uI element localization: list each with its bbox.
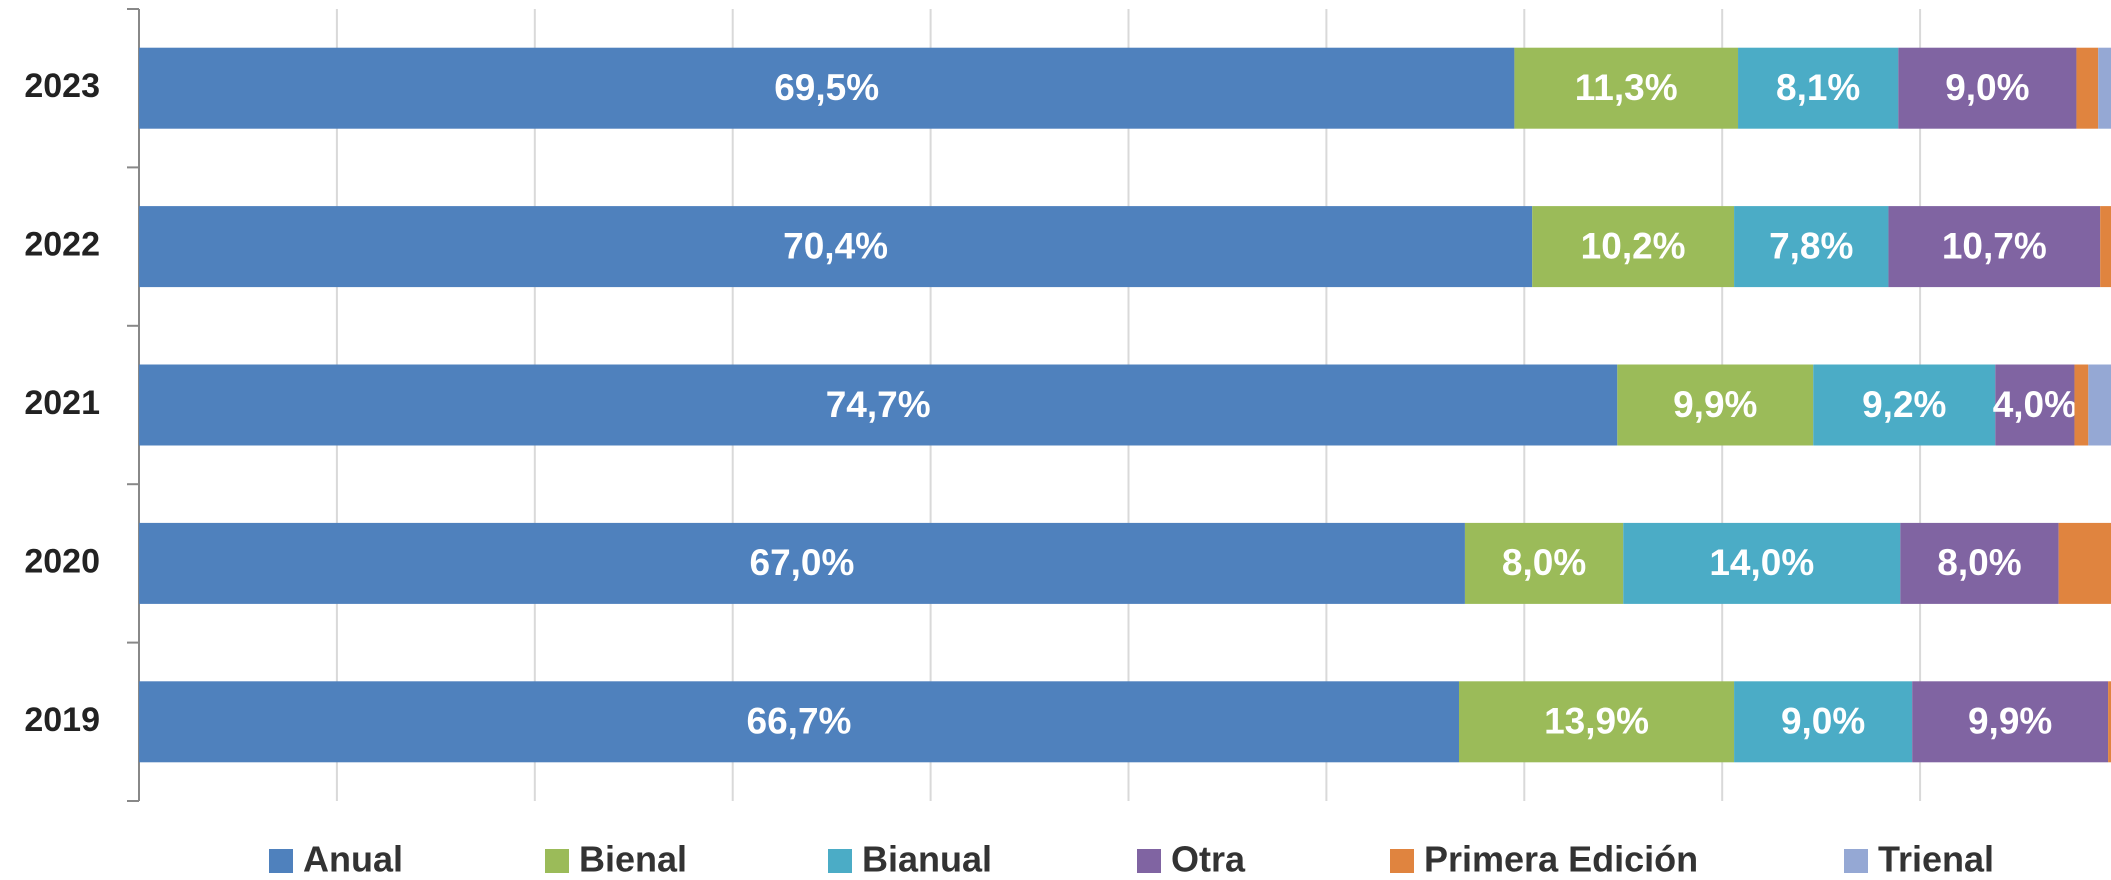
bar-segment [139, 206, 1533, 288]
y-tick-label: 2020 [24, 542, 100, 580]
data-label: 69,5% [774, 67, 879, 108]
bar-segment [1912, 681, 2109, 763]
bar-segment [1617, 364, 1814, 446]
y-tick-label: 2019 [24, 701, 100, 739]
legend-swatch [269, 849, 293, 873]
data-label: 10,2% [1581, 225, 1686, 266]
data-label: 11,3% [1575, 67, 1678, 108]
legend-label: Bienal [579, 839, 687, 880]
y-tick-label: 2022 [24, 226, 100, 264]
bar-segment [1898, 47, 2077, 129]
bar-segment [2074, 364, 2089, 446]
data-label: 7,8% [1769, 225, 1853, 266]
data-label: 66,7% [747, 701, 852, 742]
bar-segment [2058, 522, 2111, 604]
data-label: 4,0% [1993, 384, 2077, 425]
bar-segment [1900, 522, 2059, 604]
legend-label: Otra [1171, 839, 1246, 880]
data-label: 8,0% [1937, 542, 2021, 583]
legend-label: Primera Edición [1424, 839, 1698, 880]
data-label: 67,0% [750, 542, 855, 583]
bar-segment [2098, 47, 2111, 129]
legend-label: Anual [303, 839, 403, 880]
bar-segment [1514, 47, 1739, 129]
bar-segment [1734, 681, 1913, 763]
bar-segment [1888, 206, 2101, 288]
data-label: 10,7% [1942, 225, 2047, 266]
legend-swatch [1390, 849, 1414, 873]
data-label: 70,4% [783, 225, 888, 266]
bar-segment [139, 47, 1515, 129]
data-label: 13,9% [1544, 701, 1649, 742]
bar-segment [139, 681, 1459, 763]
bar-segment [2108, 681, 2111, 763]
bar-segment [1464, 522, 1624, 604]
data-label: 8,0% [1502, 542, 1586, 583]
y-tick-label: 2023 [24, 67, 100, 105]
data-label: 14,0% [1709, 542, 1814, 583]
bar-segment [1813, 364, 1996, 446]
data-label: 74,7% [826, 384, 931, 425]
legend-swatch [1137, 849, 1161, 873]
data-label: 9,9% [1673, 384, 1757, 425]
data-label: 9,0% [1945, 67, 2029, 108]
bar-segment [1995, 364, 2075, 446]
bar-segment [1458, 681, 1735, 763]
bar-segment [139, 522, 1465, 604]
bar-segment [1623, 522, 1901, 604]
legend-label: Trienal [1878, 839, 1994, 880]
data-label: 9,9% [1968, 701, 2052, 742]
bar-segment [2100, 206, 2111, 288]
bar-segment [139, 364, 1618, 446]
legend-swatch [1844, 849, 1868, 873]
y-tick-label: 2021 [24, 384, 100, 422]
legend-label: Bianual [862, 839, 992, 880]
legend-swatch [545, 849, 569, 873]
bar-segment [2088, 364, 2111, 446]
data-label: 9,0% [1781, 701, 1865, 742]
legend-swatch [828, 849, 852, 873]
bar-segment [1734, 206, 1889, 288]
data-label: 8,1% [1776, 67, 1860, 108]
bar-segment [1738, 47, 1899, 129]
data-label: 9,2% [1862, 384, 1946, 425]
bar-segment [2076, 47, 2099, 129]
bar-segment [1532, 206, 1735, 288]
